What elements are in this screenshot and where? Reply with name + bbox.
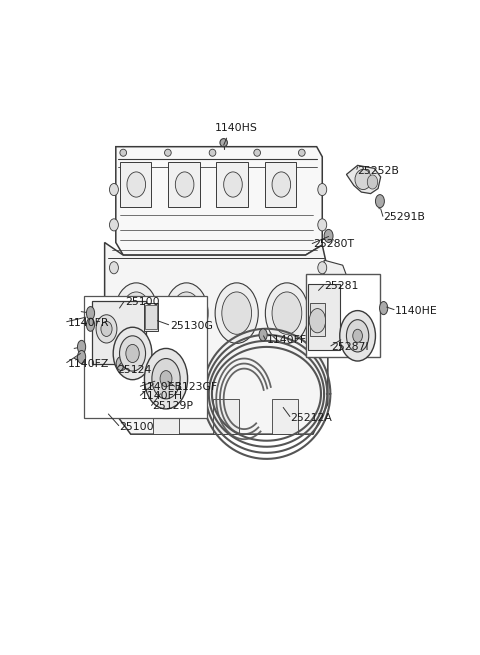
Ellipse shape (175, 172, 194, 197)
Bar (305, 274, 380, 357)
Polygon shape (105, 242, 328, 434)
Text: 25100: 25100 (125, 297, 160, 307)
Ellipse shape (109, 329, 119, 342)
Ellipse shape (86, 307, 95, 320)
Ellipse shape (367, 175, 378, 189)
Text: 1140HE: 1140HE (395, 306, 438, 316)
Ellipse shape (165, 283, 208, 343)
Text: 1140FH: 1140FH (141, 391, 183, 402)
Ellipse shape (109, 262, 119, 274)
Bar (144, 303, 158, 331)
Bar (309, 284, 340, 350)
Ellipse shape (113, 328, 152, 380)
Ellipse shape (109, 183, 119, 196)
Text: 25130G: 25130G (170, 321, 213, 331)
Text: 25280T: 25280T (313, 239, 354, 249)
Text: 1140FR: 1140FR (67, 318, 109, 328)
Ellipse shape (160, 371, 172, 386)
Ellipse shape (318, 183, 327, 196)
Bar (216, 162, 248, 207)
Ellipse shape (86, 318, 95, 331)
Bar (153, 399, 179, 434)
Ellipse shape (224, 172, 242, 197)
Ellipse shape (353, 329, 362, 343)
Bar (120, 162, 151, 207)
Ellipse shape (272, 172, 291, 197)
Bar (264, 162, 296, 207)
Text: 25129P: 25129P (152, 402, 193, 411)
Ellipse shape (309, 309, 325, 333)
Bar (168, 162, 200, 207)
Bar (213, 399, 239, 434)
Ellipse shape (299, 149, 305, 157)
Ellipse shape (220, 139, 228, 147)
Text: 1140HS: 1140HS (215, 122, 258, 132)
Ellipse shape (222, 292, 252, 334)
Bar (272, 399, 298, 434)
Ellipse shape (77, 341, 85, 354)
Ellipse shape (77, 350, 85, 364)
Text: 25281: 25281 (324, 282, 359, 291)
Ellipse shape (318, 262, 327, 274)
Ellipse shape (172, 292, 202, 334)
Polygon shape (116, 147, 322, 255)
Ellipse shape (144, 348, 188, 409)
Polygon shape (324, 260, 350, 310)
Ellipse shape (324, 229, 333, 242)
Ellipse shape (152, 358, 180, 399)
Text: 25252B: 25252B (358, 166, 399, 176)
Ellipse shape (126, 345, 139, 363)
Ellipse shape (340, 310, 375, 361)
Ellipse shape (127, 172, 145, 197)
Ellipse shape (347, 320, 369, 352)
Ellipse shape (215, 283, 258, 343)
Bar (92, 301, 145, 364)
Bar (84, 297, 207, 417)
Ellipse shape (254, 149, 261, 157)
Ellipse shape (272, 292, 302, 334)
Text: 1140EB: 1140EB (141, 383, 183, 392)
Ellipse shape (318, 219, 327, 231)
Text: 1140FF: 1140FF (266, 335, 307, 345)
Ellipse shape (116, 356, 127, 371)
Ellipse shape (265, 283, 309, 343)
Bar (310, 303, 325, 336)
Ellipse shape (375, 195, 384, 208)
Text: 1123GF: 1123GF (175, 383, 217, 392)
Bar (145, 305, 156, 329)
Text: 25291B: 25291B (384, 212, 425, 222)
Ellipse shape (120, 336, 145, 371)
Ellipse shape (355, 170, 372, 189)
Text: 25212A: 25212A (290, 413, 333, 422)
Ellipse shape (96, 315, 117, 343)
Ellipse shape (109, 219, 119, 231)
Ellipse shape (115, 283, 158, 343)
Text: 25100: 25100 (120, 422, 154, 432)
Polygon shape (347, 165, 381, 194)
Ellipse shape (165, 149, 171, 157)
Text: 1140FZ: 1140FZ (67, 358, 109, 369)
Ellipse shape (380, 301, 388, 314)
Ellipse shape (101, 322, 112, 337)
Text: 25287I: 25287I (332, 342, 369, 352)
Ellipse shape (209, 149, 216, 157)
Ellipse shape (120, 149, 127, 157)
Ellipse shape (259, 329, 267, 341)
Ellipse shape (121, 292, 151, 334)
Text: 25124: 25124 (118, 365, 152, 375)
